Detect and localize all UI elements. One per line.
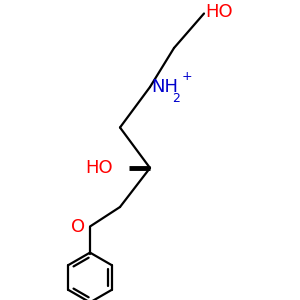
Text: 2: 2: [172, 92, 180, 104]
Text: O: O: [71, 218, 85, 236]
Text: HO: HO: [206, 3, 233, 21]
Text: NH: NH: [152, 78, 178, 96]
Text: +: +: [182, 70, 192, 83]
Text: HO: HO: [85, 159, 112, 177]
